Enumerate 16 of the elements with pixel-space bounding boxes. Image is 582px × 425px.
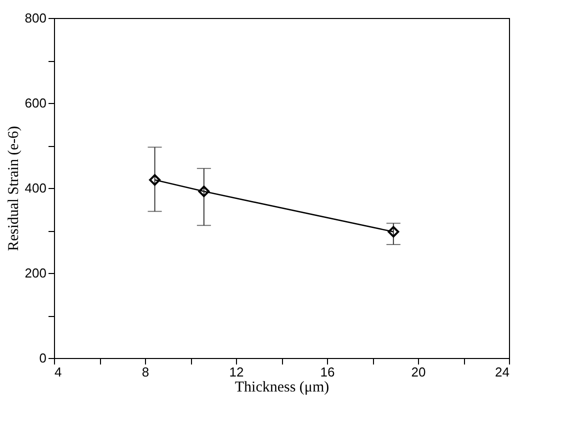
y-axis-title: Residual Strain (e-6): [6, 126, 22, 251]
x-tick-label: 4: [54, 364, 62, 380]
y-tick-label: 0: [39, 350, 46, 366]
point: [149, 174, 161, 186]
x-tick-label: 20: [411, 364, 426, 380]
x-tick-label: 8: [142, 364, 150, 380]
point: [388, 226, 400, 238]
x-axis-title: Thickness (μm): [234, 380, 330, 396]
x-tick-label: 12: [229, 364, 244, 380]
y-tick-label: 200: [24, 266, 46, 280]
y-tick-label: 800: [24, 10, 46, 26]
point: [198, 186, 210, 198]
x-tick-label: 16: [320, 364, 335, 380]
y-tick-label: 400: [24, 180, 46, 196]
y-tick-label: 600: [24, 96, 46, 110]
x-tick-label: 24: [495, 364, 510, 380]
